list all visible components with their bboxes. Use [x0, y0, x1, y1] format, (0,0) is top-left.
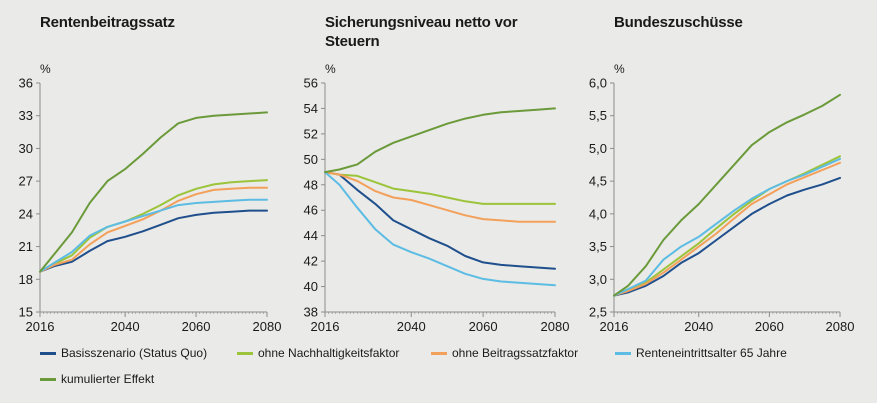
- series-line-5: [39, 111, 268, 273]
- y-tick-label: 4,0: [589, 206, 607, 221]
- series-line-5: [613, 93, 841, 297]
- series-line-3: [39, 186, 268, 273]
- series-line-2: [613, 155, 841, 297]
- y-tick-label: 18: [19, 272, 33, 287]
- x-tick-label: 2016: [311, 319, 340, 334]
- series-line-3: [613, 161, 841, 297]
- y-tick-label: 56: [304, 76, 318, 91]
- legend-label: kumulierter Effekt: [61, 372, 155, 386]
- x-tick-label: 2016: [600, 319, 629, 334]
- series-line-1: [39, 209, 268, 273]
- y-tick-label: 5,5: [589, 108, 607, 123]
- y-unit-1: %: [40, 62, 51, 76]
- y-tick-label: 5,0: [589, 141, 607, 156]
- y-tick-label: 46: [304, 203, 318, 218]
- y-unit-2: %: [325, 62, 336, 76]
- legend-item-beitragssatz: ohne Beitragssatzfaktor: [431, 346, 578, 360]
- y-tick-label: 21: [19, 239, 33, 254]
- series-line-4: [613, 157, 841, 297]
- x-tick-label: 2060: [755, 319, 784, 334]
- legend-swatch: [237, 351, 253, 355]
- legend-item-basis: Basisszenario (Status Quo): [40, 346, 207, 360]
- x-tick-label: 2080: [253, 319, 282, 334]
- y-tick-label: 4,5: [589, 174, 607, 189]
- y-tick-label: 48: [304, 177, 318, 192]
- y-tick-label: 36: [19, 76, 33, 91]
- legend-swatch: [40, 377, 56, 381]
- y-tick-label: 33: [19, 108, 33, 123]
- x-tick-label: 2080: [826, 319, 855, 334]
- y-tick-label: 54: [304, 101, 318, 116]
- legend-item-kumuliert: kumulierter Effekt: [40, 372, 154, 386]
- legend-item-rentenalter: Renteneintrittsalter 65 Jahre: [615, 346, 787, 360]
- y-tick-label: 27: [19, 174, 33, 189]
- panel-title-2: Sicherungsniveau netto vor Steuern: [325, 14, 518, 50]
- legend-swatch: [615, 351, 631, 355]
- legend-label: ohne Nachhaltigkeitsfaktor: [258, 346, 400, 360]
- y-tick-label: 3,0: [589, 272, 607, 287]
- legend-label: Basisszenario (Status Quo): [61, 346, 208, 360]
- series-line-2: [39, 179, 268, 273]
- y-tick-label: 30: [19, 141, 33, 156]
- y-tick-label: 52: [304, 126, 318, 141]
- y-tick-label: 50: [304, 152, 318, 167]
- x-tick-label: 2016: [26, 319, 55, 334]
- y-tick-label: 15: [19, 305, 33, 320]
- y-tick-label: 38: [304, 305, 318, 320]
- y-tick-label: 40: [304, 279, 318, 294]
- y-tick-label: 2,5: [589, 305, 607, 320]
- y-tick-label: 6,0: [589, 76, 607, 91]
- panel-title-3: Bundeszuschüsse: [614, 14, 743, 31]
- panel-3: 2,5 3,0 3,5 4,0 4,5 5,0 5,5 6,0 2016 2040 2060 2080: [589, 76, 855, 335]
- y-tick-label: 42: [304, 254, 318, 269]
- legend-swatch: [40, 351, 56, 355]
- y-tick-label: 44: [304, 228, 318, 243]
- series-line-5: [324, 107, 556, 174]
- legend-item-nachhaltigkeit: ohne Nachhaltigkeitsfaktor: [237, 346, 399, 360]
- series-line-1: [324, 171, 556, 270]
- series-line-2: [324, 171, 556, 205]
- x-tick-label: 2040: [397, 319, 426, 334]
- x-tick-label: 2080: [541, 319, 570, 334]
- legend-swatch: [431, 351, 447, 355]
- panel-title-1: Rentenbeitragssatz: [40, 14, 175, 31]
- panel-2: 38 40 42 44 46 48 50 52 54 56 2016 2040 2060 2080: [304, 76, 570, 335]
- series-line-1: [613, 176, 841, 297]
- legend-label: Renteneintrittsalter 65 Jahre: [636, 346, 787, 360]
- x-tick-label: 2060: [469, 319, 498, 334]
- series-line-4: [39, 198, 268, 273]
- series-line-4: [324, 171, 556, 287]
- y-tick-label: 24: [19, 206, 33, 221]
- series-line-3: [324, 171, 556, 223]
- y-unit-3: %: [614, 62, 625, 76]
- panel-1: 15 18 21 24 27 30 33 36 2016 2040 2060 2080: [19, 76, 282, 335]
- x-tick-label: 2040: [111, 319, 140, 334]
- x-tick-label: 2060: [182, 319, 211, 334]
- legend-label: ohne Beitragssatzfaktor: [452, 346, 579, 360]
- y-tick-label: 3,5: [589, 239, 607, 254]
- x-tick-label: 2040: [684, 319, 713, 334]
